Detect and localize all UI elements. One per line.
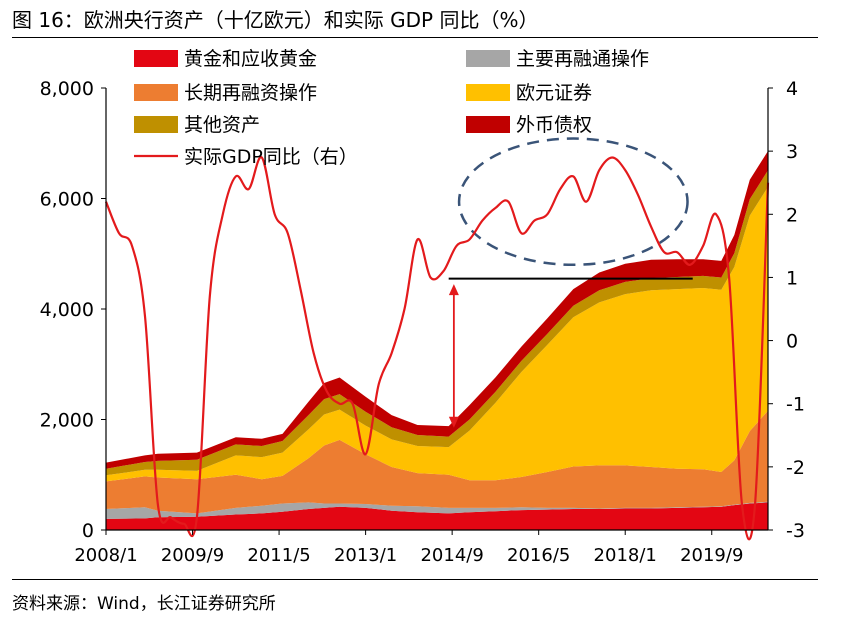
- legend-swatch: [134, 50, 178, 67]
- legend-swatch: [466, 50, 510, 67]
- legend-item-gdp: 实际GDP同比（右）: [134, 146, 358, 168]
- x-tick-label: 2011/5: [247, 545, 310, 566]
- legend-item-securities: 欧元证券: [466, 82, 592, 104]
- right-tick-label: 0: [786, 331, 798, 353]
- legend-label: 其他资产: [184, 114, 260, 136]
- legend-item-fx: 外币债权: [466, 114, 592, 136]
- x-tick-label: 2009/9: [161, 545, 224, 566]
- gdp-line-layer: [104, 156, 770, 541]
- left-tick-label: 2,000: [40, 410, 94, 432]
- right-tick-label: 4: [786, 78, 798, 100]
- gdp-yoy-line: [104, 156, 770, 541]
- right-tick-label: -3: [786, 520, 805, 542]
- legend-item-other: 其他资产: [134, 114, 260, 136]
- axes-layer: 0 2,000 4,000 6,000 8,000 -3 -2 -1 0 1 2 3 4 2008/1 20…: [40, 78, 805, 566]
- annotation-layer: [448, 137, 693, 428]
- chart-title: 图 16：欧洲央行资产（十亿欧元）和实际 GDP 同比（%）: [12, 8, 539, 32]
- legend-swatch: [466, 116, 510, 133]
- x-tick-label: 2018/1: [594, 545, 657, 566]
- left-tick-label: 0: [82, 520, 94, 542]
- left-tick-label: 6,000: [40, 189, 94, 211]
- right-tick-label: -2: [786, 457, 805, 479]
- legend-label: 黄金和应收黄金: [184, 48, 317, 70]
- area-gold: [106, 502, 768, 530]
- x-tick-label: 2013/1: [334, 545, 397, 566]
- source-rule: [12, 579, 818, 580]
- stacked-area-layer: [106, 151, 768, 530]
- right-tick-label: 3: [786, 141, 798, 163]
- right-tick-label: 2: [786, 204, 798, 226]
- legend-label: 主要再融通操作: [516, 48, 649, 70]
- title-rule: [12, 37, 818, 38]
- area-mro: [106, 501, 768, 519]
- x-tick-label: 2008/1: [74, 545, 137, 566]
- area-ltro: [106, 410, 768, 514]
- x-tick-label: 2016/5: [507, 545, 570, 566]
- legend-swatch: [134, 116, 178, 133]
- x-tick-label: 2014/9: [420, 545, 483, 566]
- double-arrow: [448, 284, 459, 428]
- legend-label: 实际GDP同比（右）: [184, 146, 358, 168]
- legend-item-mro: 主要再融通操作: [466, 48, 649, 70]
- right-tick-label: 1: [786, 267, 798, 289]
- legend-swatch: [134, 84, 178, 101]
- legend-item-ltro: 长期再融资操作: [134, 82, 317, 104]
- legend-item-gold: 黄金和应收黄金: [134, 48, 317, 70]
- x-tick-label: 2019/9: [680, 545, 743, 566]
- left-tick-label: 8,000: [40, 78, 94, 100]
- left-tick-label: 4,000: [40, 299, 94, 321]
- chart: 0 2,000 4,000 6,000 8,000 -3 -2 -1 0 1 2 3 4 2008/1 20…: [40, 48, 805, 566]
- legend-label: 长期再融资操作: [184, 82, 317, 104]
- legend-label: 欧元证券: [516, 82, 592, 104]
- source-note: 资料来源：Wind，长江证券研究所: [12, 594, 276, 614]
- right-tick-label: -1: [786, 394, 805, 416]
- legend-label: 外币债权: [516, 114, 592, 136]
- highlight-ellipse: [457, 137, 689, 267]
- area-securities: [106, 186, 768, 482]
- legend-swatch: [466, 84, 510, 101]
